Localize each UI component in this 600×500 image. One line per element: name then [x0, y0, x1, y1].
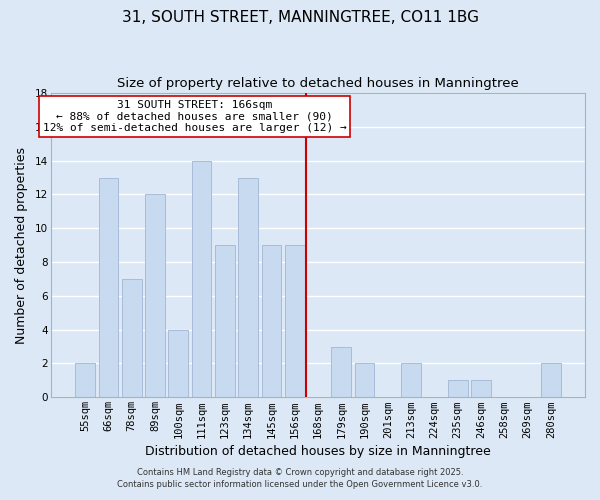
Text: Contains HM Land Registry data © Crown copyright and database right 2025.
Contai: Contains HM Land Registry data © Crown c… — [118, 468, 482, 489]
Bar — [145, 194, 165, 398]
Bar — [541, 364, 561, 398]
Bar — [355, 364, 374, 398]
Bar — [471, 380, 491, 398]
Title: Size of property relative to detached houses in Manningtree: Size of property relative to detached ho… — [117, 78, 519, 90]
Bar — [169, 330, 188, 398]
Bar — [191, 160, 211, 398]
Bar — [262, 245, 281, 398]
Bar — [75, 364, 95, 398]
X-axis label: Distribution of detached houses by size in Manningtree: Distribution of detached houses by size … — [145, 444, 491, 458]
Y-axis label: Number of detached properties: Number of detached properties — [15, 146, 28, 344]
Bar — [285, 245, 305, 398]
Bar — [238, 178, 258, 398]
Bar — [331, 346, 351, 398]
Bar — [215, 245, 235, 398]
Text: 31 SOUTH STREET: 166sqm
← 88% of detached houses are smaller (90)
12% of semi-de: 31 SOUTH STREET: 166sqm ← 88% of detache… — [43, 100, 346, 133]
Bar — [401, 364, 421, 398]
Text: 31, SOUTH STREET, MANNINGTREE, CO11 1BG: 31, SOUTH STREET, MANNINGTREE, CO11 1BG — [121, 10, 479, 25]
Bar — [448, 380, 467, 398]
Bar — [98, 178, 118, 398]
Bar — [122, 279, 142, 398]
